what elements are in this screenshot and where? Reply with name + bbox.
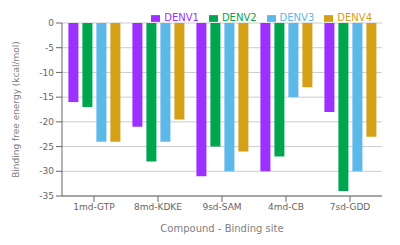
svg-text:Binding free energy (kcal/mol): Binding free energy (kcal/mol) [11, 41, 21, 178]
svg-text:9sd-SAM: 9sd-SAM [202, 202, 241, 212]
svg-text:-15: -15 [39, 92, 54, 102]
svg-text:4md-CB: 4md-CB [268, 202, 304, 212]
html-text:DENV2: DENV2 [221, 12, 257, 23]
html-text:DENV1: DENV1 [164, 12, 199, 23]
svg-text:-35: -35 [39, 191, 54, 201]
svg-text:8md-KDKE: 8md-KDKE [134, 202, 182, 212]
svg-text:7sd-GDD: 7sd-GDD [330, 202, 371, 212]
svg-text:Compound - Binding site: Compound - Binding site [160, 223, 283, 234]
svg-text:-30: -30 [39, 166, 54, 176]
html-text:DENV4: DENV4 [337, 12, 372, 23]
svg-text:0: 0 [48, 18, 54, 28]
svg-text:-5: -5 [45, 43, 54, 53]
html-text:DENV3: DENV3 [279, 12, 315, 23]
svg-text:1md-GTP: 1md-GTP [73, 202, 115, 212]
svg-text:-10: -10 [39, 68, 54, 78]
svg-text:-25: -25 [39, 142, 54, 152]
svg-text:-20: -20 [39, 117, 54, 127]
